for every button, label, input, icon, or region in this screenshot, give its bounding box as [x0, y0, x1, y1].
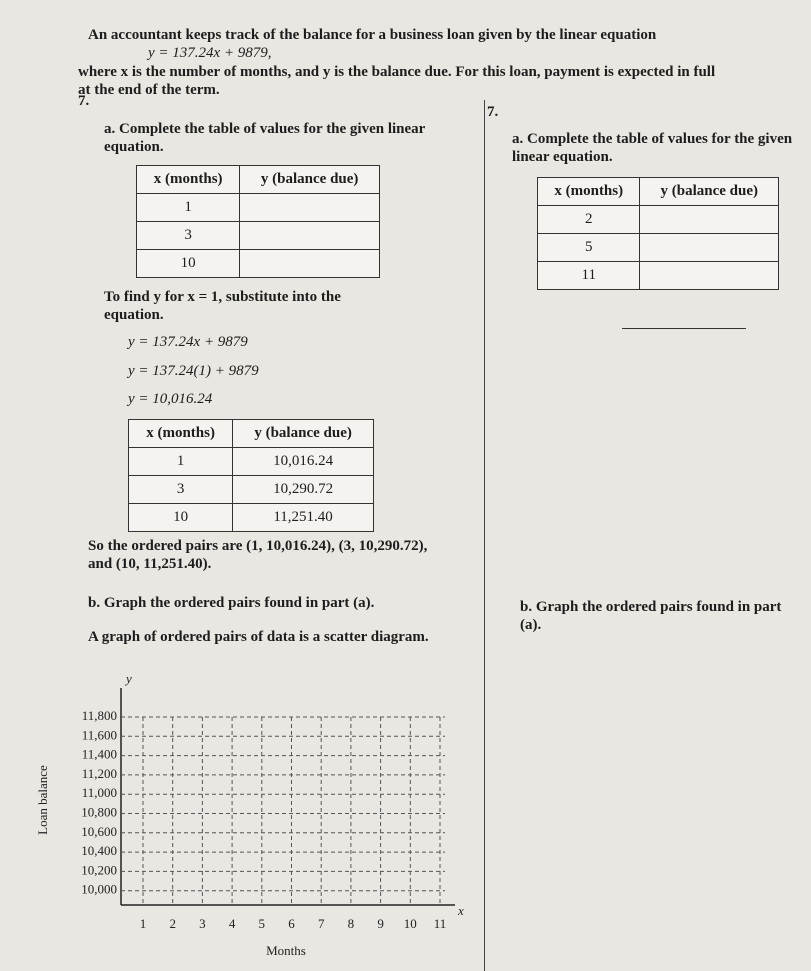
- ordered-pairs: So the ordered pairs are (1, 10,016.24),…: [88, 538, 428, 572]
- divider: [484, 100, 485, 971]
- cell: 2: [536, 205, 641, 234]
- y-axis-label: Loan balance: [35, 765, 50, 835]
- part-b: b. Graph the ordered pairs found in part…: [520, 599, 782, 633]
- x-tick-label: 5: [259, 916, 266, 931]
- header: x (months): [127, 419, 234, 448]
- y-tick-label: 11,400: [82, 747, 117, 762]
- y-tick-label: 10,000: [81, 882, 117, 897]
- cell: 10,290.72: [232, 475, 374, 504]
- scatter-note: A graph of ordered pairs of data is a sc…: [88, 629, 429, 645]
- x-tick-label: 4: [229, 916, 236, 931]
- cell: 3: [127, 475, 234, 504]
- cell: 11: [536, 261, 641, 290]
- y-symbol: y: [124, 671, 132, 686]
- cell: 3: [135, 221, 241, 250]
- part-b: b. Graph the ordered pairs found in part…: [88, 595, 375, 611]
- problem-number: 7.: [487, 104, 499, 120]
- cell: 11,251.40: [232, 503, 374, 532]
- x-tick-label: 8: [348, 916, 355, 931]
- header: y (balance due): [232, 419, 374, 448]
- cell: 10: [135, 249, 241, 278]
- explanation: To find y for x = 1, substitute into the…: [104, 289, 341, 323]
- intro: An accountant keeps track of the balance…: [88, 27, 657, 43]
- y-tick-label: 11,200: [82, 766, 117, 781]
- cell: [239, 193, 380, 222]
- x-tick-label: 10: [404, 916, 417, 931]
- x-tick-label: 6: [288, 916, 295, 931]
- table-blank: x (months) y (balance due) 1 3 10: [135, 165, 380, 278]
- x-tick-label: 7: [318, 916, 325, 931]
- y-tick-label: 10,400: [81, 843, 117, 858]
- x-symbol: x: [457, 903, 464, 918]
- step: y = 10,016.24: [128, 391, 213, 407]
- header: x (months): [135, 165, 241, 194]
- cell: 5: [536, 233, 641, 262]
- problem-number: 7.: [78, 93, 90, 109]
- table-blank: x (months) y (balance due) 2 5 11: [536, 177, 779, 290]
- y-tick-label: 10,600: [81, 824, 117, 839]
- y-tick-label: 11,000: [82, 785, 117, 800]
- step: y = 137.24(1) + 9879: [128, 363, 259, 379]
- y-tick-label: 11,800: [82, 708, 117, 723]
- header: y (balance due): [639, 177, 779, 206]
- cell: [639, 261, 779, 290]
- answer-line: [622, 328, 746, 329]
- header: x (months): [536, 177, 641, 206]
- y-tick-label: 10,200: [81, 862, 117, 877]
- equation: y = 137.24x + 9879,: [148, 45, 272, 61]
- table-filled: x (months) y (balance due) 1 10,016.24 3 10…: [127, 419, 374, 532]
- cell: [239, 249, 380, 278]
- x-axis-label: Months: [266, 943, 306, 958]
- description: where x is the number of months, and y i…: [78, 64, 716, 98]
- cell: 10,016.24: [232, 447, 374, 476]
- y-tick-label: 11,600: [82, 727, 117, 742]
- x-tick-label: 3: [199, 916, 206, 931]
- x-tick-label: 2: [169, 916, 176, 931]
- part-a: a. Complete the table of values for the …: [104, 121, 426, 155]
- cell: [639, 233, 779, 262]
- x-tick-label: 1: [140, 916, 147, 931]
- part-a: a. Complete the table of values for the …: [512, 131, 793, 165]
- step: y = 137.24x + 9879: [128, 334, 248, 350]
- x-tick-label: 11: [434, 916, 447, 931]
- y-tick-label: 10,800: [81, 804, 117, 819]
- x-tick-label: 9: [377, 916, 384, 931]
- cell: 10: [127, 503, 234, 532]
